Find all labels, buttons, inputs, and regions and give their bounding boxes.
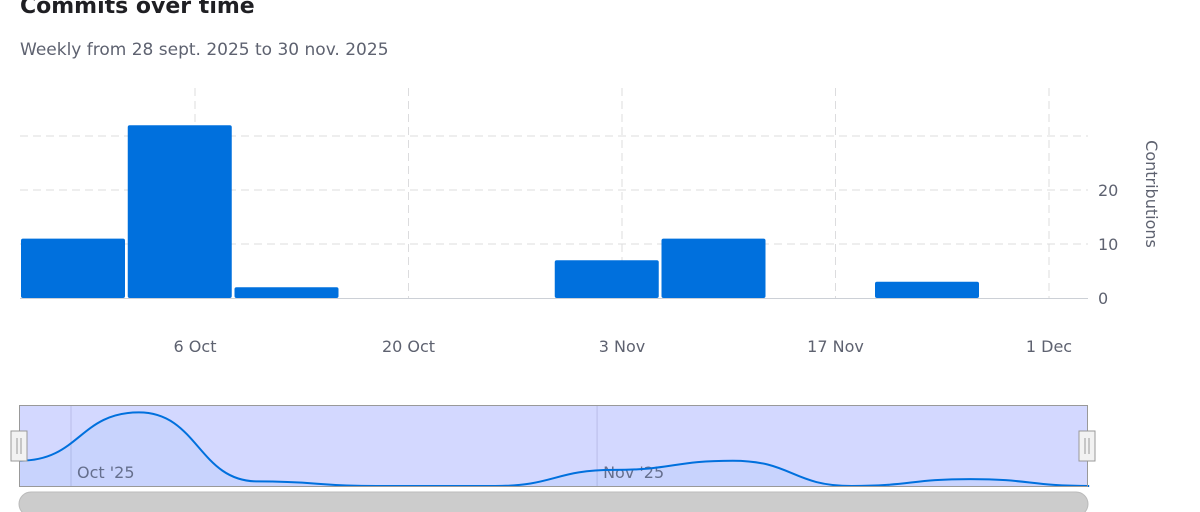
bar-2025-10-12 (234, 287, 339, 298)
chart-title: Commits over time (20, 0, 255, 19)
x-tick-label: 1 Dec (1026, 337, 1072, 356)
navigator-area (20, 412, 1090, 486)
navigator-left-handle[interactable] (10, 430, 28, 462)
handle-box (1078, 430, 1096, 462)
y-axis-title: Contributions (1142, 140, 1161, 248)
navigator-right-handle[interactable] (1078, 430, 1096, 462)
handle-box (10, 430, 28, 462)
y-tick-label: 10 (1098, 235, 1118, 254)
x-tick-label: 6 Oct (174, 337, 217, 356)
bar-2025-10-05 (127, 125, 232, 298)
bar-2025-09-28 (21, 238, 125, 298)
scrollbar-thumb[interactable] (18, 491, 1089, 512)
navigator-line (20, 411, 1090, 488)
bar-2025-11-02 (554, 260, 659, 298)
y-tick-label: 20 (1098, 181, 1118, 200)
chart-subtitle: Weekly from 28 sept. 2025 to 30 nov. 202… (20, 40, 389, 60)
y-tick-label: 0 (1098, 289, 1108, 308)
x-tick-label: 3 Nov (599, 337, 646, 356)
bar-2025-11-09 (661, 238, 766, 298)
navigator-label: Oct '25 (77, 463, 135, 482)
bar-2025-11-23 (875, 281, 979, 298)
x-tick-label: 20 Oct (382, 337, 435, 356)
x-tick-label: 17 Nov (807, 337, 864, 356)
